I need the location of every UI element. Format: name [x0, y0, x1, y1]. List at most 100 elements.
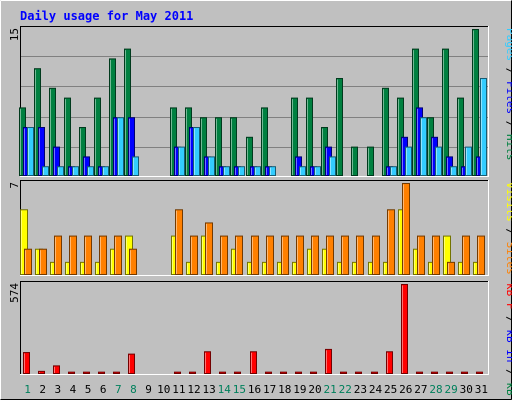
bar-kbf-day-7 [113, 371, 120, 374]
bar-pages-day-7 [117, 117, 124, 176]
bar-kbf-day-18 [280, 371, 287, 374]
bar-sites-day-2 [39, 248, 47, 275]
series-kbf [23, 284, 483, 375]
chart-title: Daily usage for May 2011 [20, 9, 193, 23]
bar-pages-day-1 [27, 127, 34, 176]
bar-pages-day-16 [254, 166, 261, 176]
bar-sites-day-25 [387, 209, 395, 276]
bar-hits-day-4 [64, 97, 71, 176]
bar-kbf-day-24 [371, 371, 378, 374]
bar-kbf-day-3 [53, 365, 60, 375]
x-tick-label-day-25: 25 [384, 383, 397, 396]
bar-pages-day-5 [87, 166, 94, 176]
x-tick-label-day-27: 27 [414, 383, 427, 396]
x-tick-label-day-10: 10 [157, 383, 170, 396]
bar-pages-day-31 [480, 78, 487, 176]
x-tick-label-day-17: 17 [263, 383, 276, 396]
panel-2-legend: Visits / Sites [504, 182, 512, 275]
bar-hits-day-5 [79, 127, 86, 176]
series-sites [24, 183, 485, 276]
bar-pages-day-15 [238, 166, 245, 176]
legend-entry: Visits [504, 182, 512, 222]
bar-kbf-day-20 [310, 371, 317, 374]
bar-kbf-day-27 [416, 371, 423, 374]
bar-hits-day-24 [367, 146, 374, 177]
bar-kbf-day-2 [38, 370, 45, 374]
legend-entry: kB In [504, 329, 512, 362]
legend-entry: Sites [504, 242, 512, 275]
bar-hits-day-15 [230, 117, 237, 176]
x-tick-label-day-6: 6 [100, 383, 107, 396]
series-hits [19, 29, 479, 177]
panel-1: 15 Pages / Files / Hits [8, 26, 512, 177]
bar-hits-day-29 [442, 48, 449, 176]
bar-kbf-day-29 [446, 371, 453, 374]
bar-kbf-day-12 [189, 371, 196, 374]
bar-hits-day-31 [472, 29, 479, 176]
bar-sites-day-27 [417, 235, 425, 275]
bar-pages-day-29 [450, 166, 457, 176]
x-tick-label-day-26: 26 [399, 383, 412, 396]
x-tick-label-day-21: 21 [324, 383, 337, 396]
bar-files-day-3 [53, 146, 60, 177]
bar-sites-day-22 [341, 235, 349, 275]
x-tick-label-day-16: 16 [248, 383, 261, 396]
bar-sites-day-23 [356, 235, 364, 275]
bar-sites-day-18 [281, 235, 289, 275]
bar-pages-day-6 [102, 166, 109, 176]
bar-hits-day-22 [336, 78, 343, 176]
bar-kbf-day-19 [295, 371, 302, 374]
bar-sites-day-20 [311, 235, 319, 275]
bar-hits-day-25 [382, 87, 389, 176]
bar-sites-day-8 [129, 248, 137, 275]
x-tick-label-day-2: 2 [39, 383, 46, 396]
panel-3-y-max-label: 574 [8, 283, 21, 303]
panel-2-y-max-label: 7 [8, 182, 21, 189]
bar-sites-day-28 [432, 235, 440, 275]
bar-kbf-day-28 [431, 371, 438, 374]
x-tick-label-day-22: 22 [339, 383, 352, 396]
bar-sites-day-21 [326, 235, 334, 275]
bar-hits-day-3 [49, 87, 56, 176]
bar-hits-day-20 [306, 97, 313, 176]
bar-sites-day-4 [69, 235, 77, 275]
bar-kbf-day-23 [355, 371, 362, 374]
legend-entry: Files [504, 81, 512, 114]
bar-kbf-day-17 [265, 371, 272, 374]
bar-sites-day-30 [462, 235, 470, 275]
bar-sites-day-17 [266, 235, 274, 275]
bar-pages-day-12 [193, 127, 200, 176]
bar-kbf-day-30 [461, 371, 468, 374]
bar-pages-day-4 [72, 166, 79, 176]
bar-kbf-day-22 [340, 371, 347, 374]
bar-sites-day-16 [251, 235, 259, 275]
bar-pages-day-28 [435, 146, 442, 177]
bar-kbf-day-13 [204, 351, 211, 374]
x-axis-labels: 1 2 3 4 5 6 7 8 9 10 11 12 13 14 15 16 17 18 19 20 21 22 23 24 2… [24, 383, 488, 396]
bar-sites-day-15 [235, 235, 243, 275]
x-tick-label-day-1: 1 [24, 383, 31, 396]
series-files [23, 107, 483, 177]
bar-hits-day-14 [215, 117, 222, 176]
panel-2: 7 Visits / Sites [8, 180, 512, 276]
bar-pages-day-8 [132, 156, 139, 176]
series-pages [27, 78, 487, 177]
x-tick-label-day-19: 19 [293, 383, 306, 396]
bar-kbf-day-8 [128, 353, 135, 375]
bar-sites-day-12 [190, 235, 198, 275]
bar-sites-day-24 [372, 235, 380, 275]
bar-kbf-day-15 [234, 371, 241, 374]
bar-sites-day-6 [99, 235, 107, 275]
x-tick-label-day-20: 20 [308, 383, 321, 396]
bar-files-day-8 [128, 117, 135, 176]
legend-entry: / [504, 222, 512, 242]
legend-entry: Hits [504, 134, 512, 161]
bar-sites-day-26 [402, 183, 410, 275]
bar-pages-day-13 [208, 156, 215, 176]
x-tick-label-day-4: 4 [70, 383, 77, 396]
bar-pages-day-14 [223, 166, 230, 176]
bar-pages-day-19 [299, 166, 306, 176]
panel-3-legend: kB F / kB In / kB Out [504, 283, 512, 400]
